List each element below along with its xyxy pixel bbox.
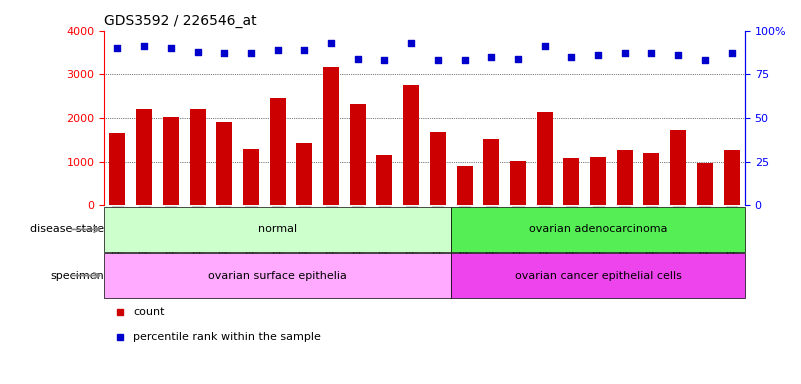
Point: [725, 50, 738, 56]
Bar: [723, 151, 739, 205]
Point: [485, 54, 497, 60]
Point: [405, 40, 417, 46]
Point: [378, 57, 391, 63]
Bar: [451, 207, 745, 252]
Bar: [376, 155, 392, 205]
Bar: [190, 109, 206, 205]
Bar: [590, 157, 606, 205]
Text: normal: normal: [258, 224, 297, 235]
Point: [698, 57, 711, 63]
Point: [111, 45, 124, 51]
Bar: [697, 163, 713, 205]
Bar: [457, 166, 473, 205]
Point: [164, 45, 177, 51]
Bar: [350, 104, 366, 205]
Bar: [617, 150, 633, 205]
Text: count: count: [133, 308, 164, 318]
Bar: [110, 133, 126, 205]
Bar: [104, 253, 451, 298]
Point: [272, 47, 284, 53]
Point: [672, 52, 685, 58]
Text: ovarian cancer epithelial cells: ovarian cancer epithelial cells: [515, 270, 682, 281]
Bar: [510, 161, 526, 205]
Bar: [296, 143, 312, 205]
Point: [432, 57, 445, 63]
Point: [645, 50, 658, 56]
Bar: [243, 149, 259, 205]
Bar: [104, 207, 451, 252]
Bar: [163, 117, 179, 205]
Bar: [216, 122, 232, 205]
Bar: [670, 130, 686, 205]
Bar: [537, 111, 553, 205]
Point: [458, 57, 471, 63]
Point: [565, 54, 578, 60]
Text: disease state: disease state: [30, 224, 104, 235]
Point: [324, 40, 337, 46]
Point: [218, 50, 231, 56]
Bar: [403, 85, 419, 205]
Point: [298, 47, 311, 53]
Bar: [451, 253, 745, 298]
Text: ovarian surface epithelia: ovarian surface epithelia: [208, 270, 347, 281]
Bar: [323, 66, 339, 205]
Point: [138, 43, 151, 50]
Text: GDS3592 / 226546_at: GDS3592 / 226546_at: [104, 14, 257, 28]
Point: [244, 50, 257, 56]
Point: [538, 43, 551, 50]
Point: [512, 56, 525, 62]
Bar: [563, 158, 579, 205]
Point: [352, 56, 364, 62]
Text: specimen: specimen: [50, 270, 104, 281]
Bar: [136, 109, 152, 205]
Bar: [643, 153, 659, 205]
Point: [592, 52, 605, 58]
Text: percentile rank within the sample: percentile rank within the sample: [133, 332, 321, 342]
Bar: [430, 132, 446, 205]
Text: ovarian adenocarcinoma: ovarian adenocarcinoma: [529, 224, 667, 235]
Point: [191, 49, 204, 55]
Point: [618, 50, 631, 56]
Bar: [483, 139, 499, 205]
Bar: [270, 98, 286, 205]
